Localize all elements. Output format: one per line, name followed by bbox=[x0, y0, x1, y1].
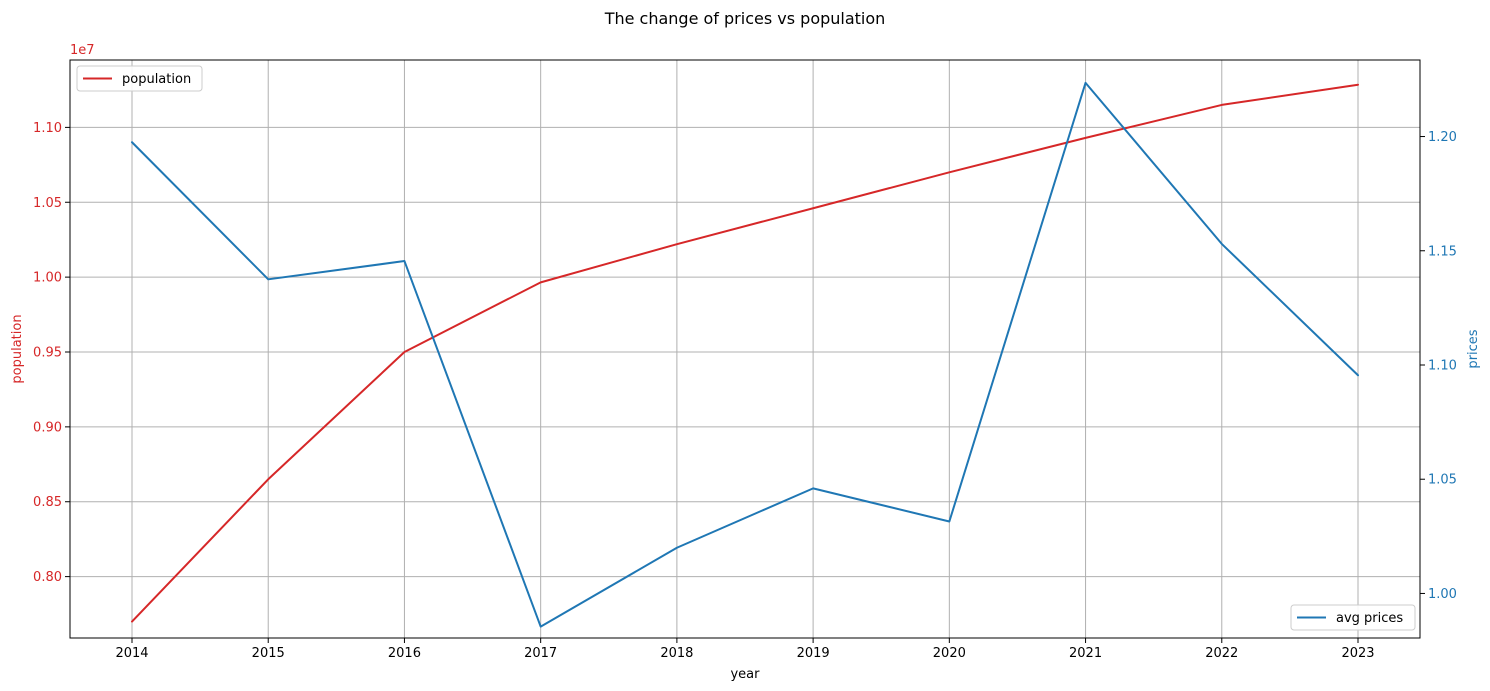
population-legend-label: population bbox=[122, 72, 191, 87]
x-tick-label: 2015 bbox=[252, 646, 285, 661]
x-tick-label: 2023 bbox=[1341, 646, 1374, 661]
plot-area-frame bbox=[69, 59, 1421, 639]
left-y-tick-label: 0.95 bbox=[33, 345, 62, 360]
right-y-tick-label: 1.05 bbox=[1428, 473, 1457, 488]
population-line bbox=[131, 83, 1359, 623]
right-y-axis: 1.00 1.05 1.10 1.15 1.20 bbox=[1420, 130, 1457, 602]
left-y-tick-label: 1.10 bbox=[33, 121, 62, 136]
grid-lines bbox=[70, 60, 1420, 638]
right-y-tick-label: 1.00 bbox=[1428, 587, 1457, 602]
x-tick-label: 2020 bbox=[933, 646, 966, 661]
x-tick-label: 2019 bbox=[797, 646, 830, 661]
avg-prices-line bbox=[131, 81, 1359, 628]
right-y-tick-label: 1.15 bbox=[1428, 244, 1457, 259]
left-axis-label: population bbox=[10, 314, 25, 383]
x-axis-label: year bbox=[730, 667, 760, 682]
left-y-tick-label: 0.90 bbox=[33, 420, 62, 435]
prices-legend-label: avg prices bbox=[1336, 611, 1403, 626]
left-y-tick-label: 0.80 bbox=[33, 570, 62, 585]
population-legend: population bbox=[76, 65, 203, 92]
left-y-tick-label: 0.85 bbox=[33, 495, 62, 510]
x-tick-label: 2014 bbox=[115, 646, 148, 661]
right-axis-label: prices bbox=[1466, 329, 1481, 368]
x-tick-label: 2021 bbox=[1069, 646, 1102, 661]
x-tick-label: 2018 bbox=[660, 646, 693, 661]
right-y-tick-label: 1.20 bbox=[1428, 130, 1457, 145]
population-legend-box bbox=[76, 65, 203, 92]
population-series bbox=[131, 83, 1359, 623]
x-tick-label: 2017 bbox=[524, 646, 557, 661]
prices-legend-box bbox=[1290, 604, 1416, 631]
left-y-tick-label: 1.05 bbox=[33, 196, 62, 211]
left-y-axis: 0.80 0.85 0.90 0.95 1.00 1.05 1.10 bbox=[33, 121, 70, 585]
left-y-tick-label: 1.00 bbox=[33, 271, 62, 286]
chart-title: The change of prices vs population bbox=[604, 9, 886, 28]
right-y-tick-label: 1.10 bbox=[1428, 358, 1457, 373]
prices-series bbox=[131, 81, 1359, 628]
left-axis-offset-text: 1e7 bbox=[70, 43, 95, 58]
x-tick-label: 2016 bbox=[388, 646, 421, 661]
x-tick-label: 2022 bbox=[1205, 646, 1238, 661]
x-axis: 2014 2015 2016 2017 2018 2019 2020 2021 2022 2023 bbox=[115, 638, 1375, 661]
prices-legend: avg prices bbox=[1290, 604, 1416, 631]
